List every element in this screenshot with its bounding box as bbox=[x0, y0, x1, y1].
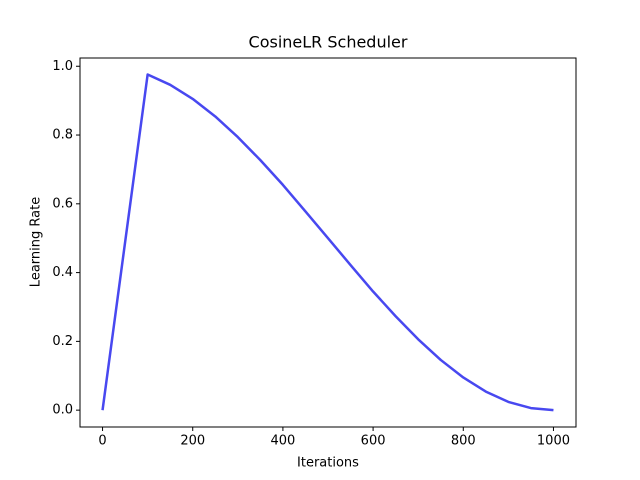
x-axis-label: Iterations bbox=[297, 456, 359, 471]
x-tick-label: 200 bbox=[180, 434, 205, 449]
y-axis-label: Learning Rate bbox=[29, 197, 44, 287]
x-tick-label: 1000 bbox=[537, 434, 570, 449]
x-tick-label: 0 bbox=[98, 434, 106, 449]
x-tick-label: 400 bbox=[270, 434, 295, 449]
y-tick-label: 1.0 bbox=[52, 59, 73, 74]
x-tick-label: 800 bbox=[451, 434, 476, 449]
x-tick-label: 600 bbox=[361, 434, 386, 449]
y-tick-label: 0.2 bbox=[52, 334, 73, 349]
y-tick-label: 0.8 bbox=[52, 128, 73, 143]
chart-title: CosineLR Scheduler bbox=[249, 33, 408, 52]
line bbox=[101, 73, 554, 412]
plot-frame bbox=[79, 57, 577, 428]
y-tick-label: 0.6 bbox=[52, 196, 73, 211]
y-tick-label: 0.0 bbox=[52, 403, 73, 418]
y-tick-label: 0.4 bbox=[52, 265, 73, 280]
